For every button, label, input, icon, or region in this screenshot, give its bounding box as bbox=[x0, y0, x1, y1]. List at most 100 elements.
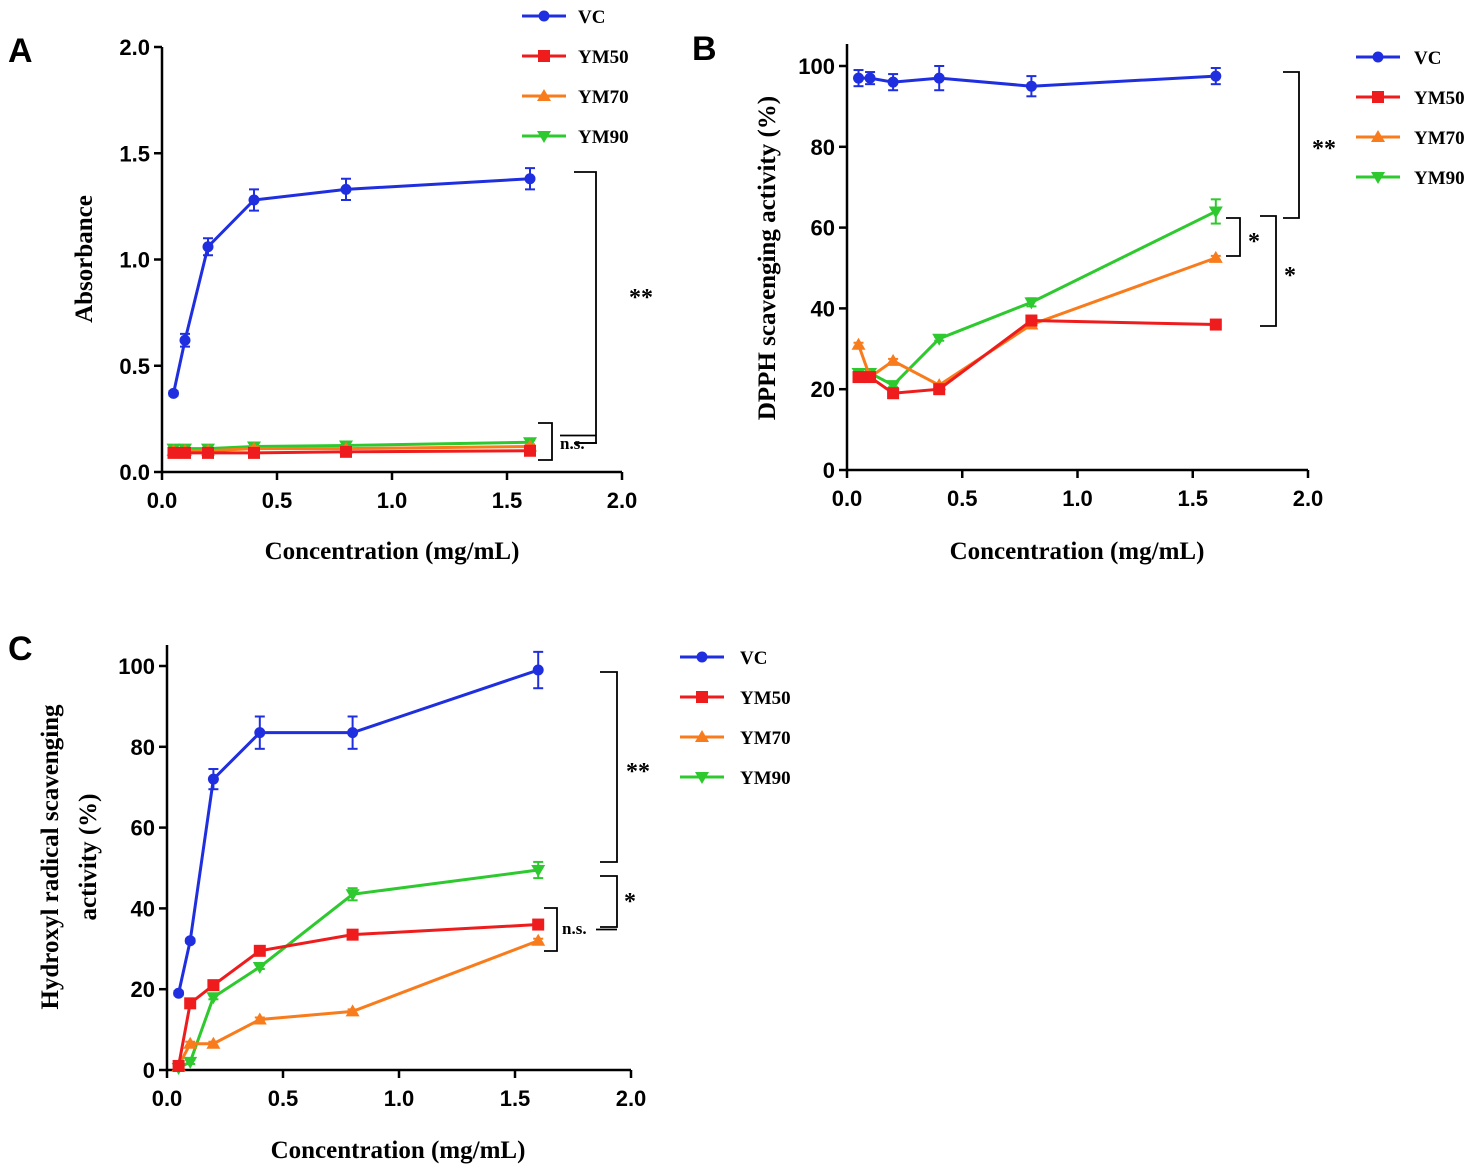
data-point-ym50 bbox=[346, 928, 359, 941]
y-tick-label: 60 bbox=[131, 816, 155, 841]
significance-bracket bbox=[574, 171, 597, 444]
significance-bracket bbox=[1226, 217, 1241, 257]
data-point-ym50 bbox=[167, 446, 180, 459]
data-point-ym70 bbox=[1208, 250, 1223, 263]
series-line-ym50 bbox=[858, 319, 1216, 395]
series-line-vc bbox=[177, 668, 539, 994]
data-point-ym50 bbox=[184, 997, 197, 1010]
legend-label-ym50: YM50 bbox=[1414, 88, 1465, 109]
y-tick-label: 0 bbox=[143, 1058, 155, 1083]
x-tick-label: 1.0 bbox=[377, 488, 408, 513]
y-tick-label: 80 bbox=[811, 135, 835, 160]
legend-marker-vc bbox=[696, 651, 708, 663]
x-tick-label: 2.0 bbox=[1293, 486, 1324, 511]
x-axis-title: Concentration (mg/mL) bbox=[950, 538, 1205, 565]
y-tick-label: 0 bbox=[823, 458, 835, 483]
x-tick-label: 0.5 bbox=[268, 1086, 299, 1111]
y-tick-label: 1.5 bbox=[119, 141, 150, 166]
series-line-vc bbox=[172, 177, 531, 394]
series-line-ym90 bbox=[177, 868, 539, 1070]
x-tick-label: 1.5 bbox=[492, 488, 523, 513]
y-tick-label: 80 bbox=[131, 735, 155, 760]
y-axis-title-line1: Hydroxyl radical scavenging bbox=[37, 704, 64, 1010]
significance-label: * bbox=[624, 889, 636, 915]
y-axis-title: DPPH scavenging activity (%) bbox=[754, 96, 781, 420]
y-tick-label: 1.0 bbox=[119, 248, 150, 273]
data-point-ym50 bbox=[340, 445, 352, 458]
data-point-ym50 bbox=[253, 944, 266, 957]
legend-label-ym50: YM50 bbox=[578, 47, 629, 68]
x-axis-title: Concentration (mg/mL) bbox=[265, 538, 520, 565]
data-point-vc bbox=[933, 72, 945, 84]
x-tick-label: 2.0 bbox=[616, 1086, 647, 1111]
significance-label: n.s. bbox=[562, 919, 587, 938]
data-point-ym90 bbox=[886, 380, 901, 393]
data-point-ym90 bbox=[345, 889, 360, 902]
significance-bracket bbox=[600, 671, 618, 863]
data-point-ym70 bbox=[531, 933, 546, 946]
data-point-vc bbox=[1025, 80, 1037, 92]
significance-bracket bbox=[1283, 71, 1300, 219]
panel-label-c: C bbox=[8, 630, 33, 668]
data-point-vc bbox=[347, 727, 359, 739]
data-point-ym50 bbox=[207, 979, 220, 992]
data-point-vc bbox=[532, 664, 544, 676]
legend-marker-vc bbox=[1372, 51, 1384, 63]
data-point-ym50 bbox=[933, 383, 946, 396]
data-point-ym70 bbox=[206, 1036, 221, 1049]
data-point-ym90 bbox=[531, 865, 546, 878]
data-point-ym90 bbox=[252, 961, 267, 974]
data-point-vc bbox=[1210, 70, 1222, 82]
data-point-ym50 bbox=[179, 446, 191, 459]
legend-marker-ym70 bbox=[1371, 130, 1385, 142]
data-point-ym50 bbox=[852, 371, 865, 384]
significance-label: * bbox=[1248, 229, 1260, 255]
legend-marker-vc bbox=[538, 10, 550, 22]
legend-label-vc: VC bbox=[1414, 48, 1441, 69]
data-point-ym50 bbox=[887, 387, 900, 400]
y-tick-label: 40 bbox=[811, 296, 835, 321]
significance-label: ** bbox=[626, 759, 650, 785]
data-point-ym50 bbox=[248, 446, 260, 459]
data-point-ym50 bbox=[202, 446, 214, 459]
significance-label: n.s. bbox=[560, 434, 585, 453]
legend-label-ym90: YM90 bbox=[578, 127, 629, 148]
legend-label-ym70: YM70 bbox=[740, 728, 791, 749]
y-axis-title: Absorbance bbox=[71, 195, 98, 323]
legend-marker-ym50 bbox=[538, 50, 550, 62]
chart-b: 0.0 0.5 1.0 1.5 2.0 0 20 40 60 80 100 Concentration… bbox=[754, 44, 1465, 565]
series-line-ym50 bbox=[177, 923, 539, 1067]
data-point-vc bbox=[173, 987, 185, 999]
x-tick-label: 0.0 bbox=[832, 486, 863, 511]
data-point-ym90 bbox=[183, 1056, 198, 1069]
y-tick-label: 2.0 bbox=[119, 35, 150, 60]
data-point-ym90 bbox=[932, 333, 947, 346]
chart-a: 0.0 0.5 1.0 1.5 2.0 0.0 0.5 1.0 1.5 2.0 Concentrat… bbox=[71, 7, 653, 565]
x-tick-label: 0.5 bbox=[947, 486, 978, 511]
data-point-vc bbox=[207, 773, 219, 785]
series-line-ym70 bbox=[177, 939, 539, 1067]
data-point-ym50 bbox=[524, 444, 536, 457]
x-tick-label: 1.0 bbox=[384, 1086, 415, 1111]
data-point-vc bbox=[254, 727, 266, 739]
data-point-ym70 bbox=[183, 1036, 198, 1049]
y-tick-label: 0.0 bbox=[119, 460, 150, 485]
data-point-ym90 bbox=[1208, 206, 1223, 219]
x-tick-label: 0.5 bbox=[262, 488, 293, 513]
data-point-ym90 bbox=[1024, 297, 1039, 310]
significance-bracket bbox=[544, 907, 558, 952]
data-point-vc bbox=[887, 76, 899, 88]
data-point-vc bbox=[248, 194, 260, 206]
chart-c: 0.0 0.5 1.0 1.5 2.0 0 20 40 60 80 100 Concentration… bbox=[37, 645, 791, 1164]
legend-marker-ym50 bbox=[1372, 91, 1384, 103]
y-tick-label: 20 bbox=[811, 377, 835, 402]
legend-marker-ym70 bbox=[695, 730, 709, 742]
x-tick-label: 1.5 bbox=[500, 1086, 531, 1111]
data-point-vc bbox=[179, 334, 191, 346]
panel-label-b: B bbox=[692, 30, 717, 68]
x-tick-label: 1.0 bbox=[1062, 486, 1093, 511]
y-tick-label: 100 bbox=[798, 54, 835, 79]
x-axis-title: Concentration (mg/mL) bbox=[271, 1137, 526, 1164]
y-tick-label: 0.5 bbox=[119, 354, 150, 379]
